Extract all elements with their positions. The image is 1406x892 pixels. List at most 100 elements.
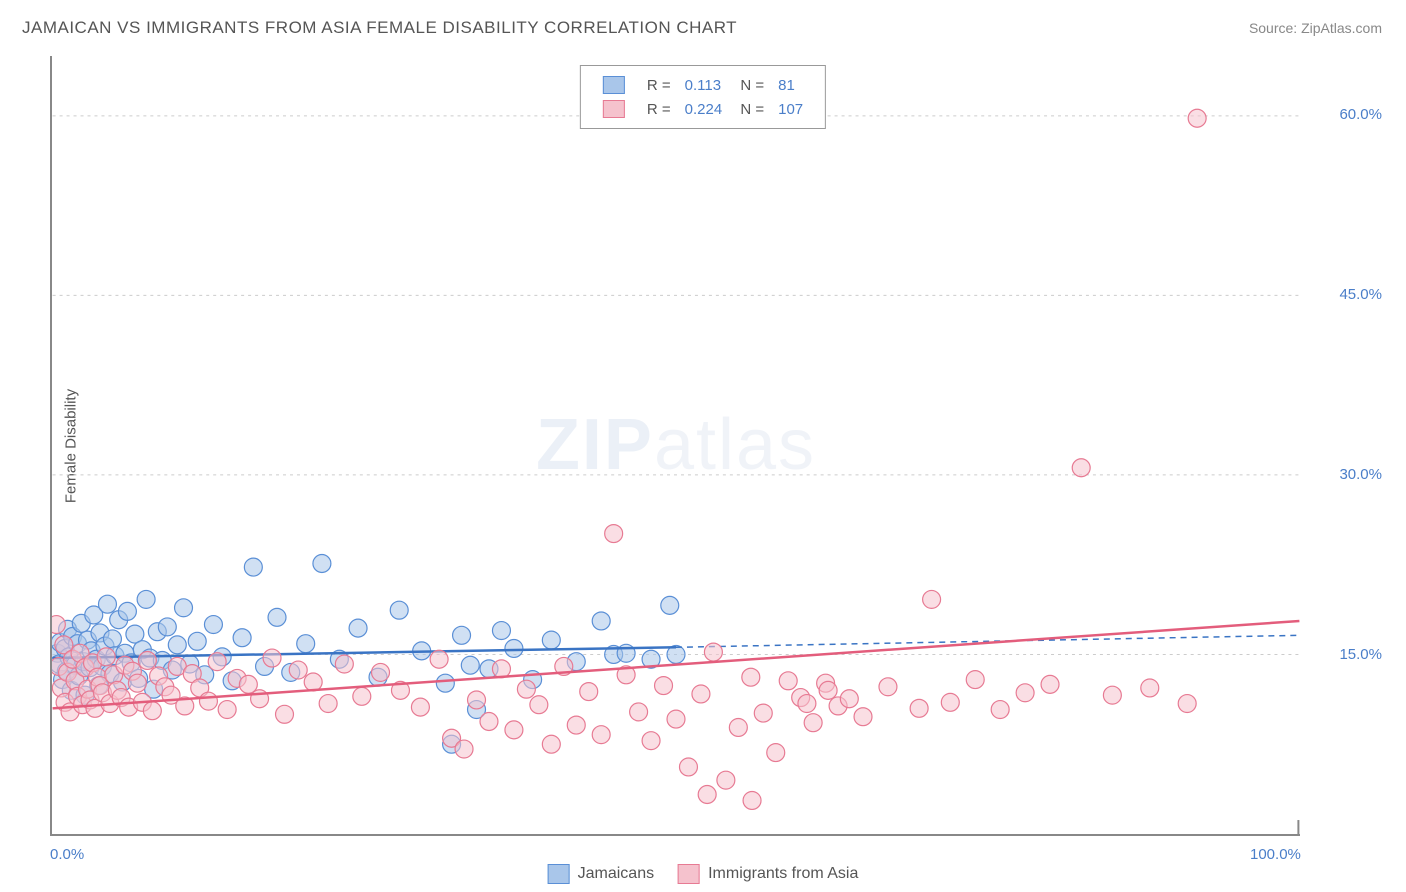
y-tick-label: 30.0% <box>1339 466 1382 483</box>
legend-stats-row: R =0.113 N =81 <box>597 74 809 96</box>
scatter-point <box>208 653 226 671</box>
scatter-point <box>567 716 585 734</box>
scatter-point <box>1072 459 1090 477</box>
legend-series-item: Jamaicans <box>548 864 654 884</box>
legend-r-1: 0.113 <box>679 74 729 96</box>
scatter-point <box>767 744 785 762</box>
legend-series-item: Immigrants from Asia <box>678 864 858 884</box>
scatter-point <box>468 691 486 709</box>
scatter-point <box>168 636 186 654</box>
legend-n-2: 107 <box>772 98 809 120</box>
scatter-point <box>349 619 367 637</box>
legend-swatch-2 <box>603 100 625 118</box>
scatter-point <box>804 714 822 732</box>
scatter-point <box>704 643 722 661</box>
scatter-point <box>910 699 928 717</box>
scatter-point <box>717 771 735 789</box>
trend-line-extrapolated <box>676 635 1299 647</box>
scatter-point <box>798 695 816 713</box>
scatter-point <box>268 608 286 626</box>
scatter-point <box>103 630 121 648</box>
legend-series-label-2: Immigrants from Asia <box>708 865 858 883</box>
scatter-point <box>679 758 697 776</box>
scatter-point <box>436 674 454 692</box>
scatter-plot-svg <box>52 56 1300 834</box>
scatter-point <box>313 555 331 573</box>
scatter-point <box>175 599 193 617</box>
scatter-point <box>1016 684 1034 702</box>
scatter-point <box>1103 686 1121 704</box>
scatter-point <box>455 740 473 758</box>
scatter-point <box>244 558 262 576</box>
scatter-point <box>605 525 623 543</box>
chart-title: JAMAICAN VS IMMIGRANTS FROM ASIA FEMALE … <box>22 18 737 38</box>
scatter-point <box>138 651 156 669</box>
source-attribution: Source: ZipAtlas.com <box>1249 20 1382 36</box>
scatter-point <box>661 596 679 614</box>
y-tick-label: 15.0% <box>1339 646 1382 663</box>
scatter-point <box>530 696 548 714</box>
scatter-point <box>304 673 322 691</box>
scatter-point <box>819 681 837 699</box>
legend-series-label-1: Jamaicans <box>578 865 654 883</box>
scatter-point <box>655 677 673 695</box>
scatter-point <box>297 635 315 653</box>
scatter-point <box>143 702 161 720</box>
scatter-point <box>97 648 115 666</box>
scatter-point <box>542 735 560 753</box>
scatter-point <box>840 690 858 708</box>
scatter-point <box>1188 109 1206 127</box>
scatter-point <box>941 693 959 711</box>
scatter-point <box>779 672 797 690</box>
scatter-point <box>128 674 146 692</box>
scatter-point <box>667 710 685 728</box>
y-tick-label: 60.0% <box>1339 106 1382 123</box>
x-tick-label: 100.0% <box>1250 846 1301 863</box>
scatter-point <box>492 660 510 678</box>
scatter-point <box>158 618 176 636</box>
scatter-point <box>505 640 523 658</box>
legend-stats-row: R =0.224 N =107 <box>597 98 809 120</box>
legend-stats: R =0.113 N =81 R =0.224 N =107 <box>580 65 826 129</box>
scatter-point <box>492 622 510 640</box>
scatter-point <box>335 655 353 673</box>
legend-swatch-1 <box>603 76 625 94</box>
legend-swatch-bottom-2 <box>678 864 700 884</box>
scatter-point <box>137 590 155 608</box>
scatter-point <box>517 680 535 698</box>
scatter-point <box>199 692 217 710</box>
scatter-point <box>319 695 337 713</box>
scatter-point <box>218 701 236 719</box>
scatter-point <box>188 632 206 650</box>
scatter-point <box>854 708 872 726</box>
scatter-point <box>966 671 984 689</box>
scatter-point <box>204 616 222 634</box>
scatter-point <box>98 595 116 613</box>
x-tick-label: 0.0% <box>50 846 84 863</box>
scatter-point <box>692 685 710 703</box>
y-tick-label: 45.0% <box>1339 286 1382 303</box>
scatter-point <box>390 601 408 619</box>
scatter-point <box>453 626 471 644</box>
scatter-point <box>353 687 371 705</box>
scatter-point <box>743 792 761 810</box>
scatter-point <box>592 612 610 630</box>
scatter-point <box>642 732 660 750</box>
legend-stats-table: R =0.113 N =81 R =0.224 N =107 <box>595 72 811 122</box>
scatter-point <box>580 683 598 701</box>
scatter-point <box>923 590 941 608</box>
scatter-point <box>729 718 747 736</box>
scatter-point <box>542 631 560 649</box>
legend-series: Jamaicans Immigrants from Asia <box>548 864 859 884</box>
legend-r-2: 0.224 <box>679 98 729 120</box>
scatter-point <box>263 649 281 667</box>
scatter-point <box>1041 675 1059 693</box>
scatter-point <box>461 656 479 674</box>
legend-swatch-bottom-1 <box>548 864 570 884</box>
scatter-point <box>118 602 136 620</box>
scatter-point <box>630 703 648 721</box>
scatter-point <box>430 650 448 668</box>
scatter-point <box>1141 679 1159 697</box>
scatter-point <box>233 629 251 647</box>
scatter-point <box>754 704 772 722</box>
